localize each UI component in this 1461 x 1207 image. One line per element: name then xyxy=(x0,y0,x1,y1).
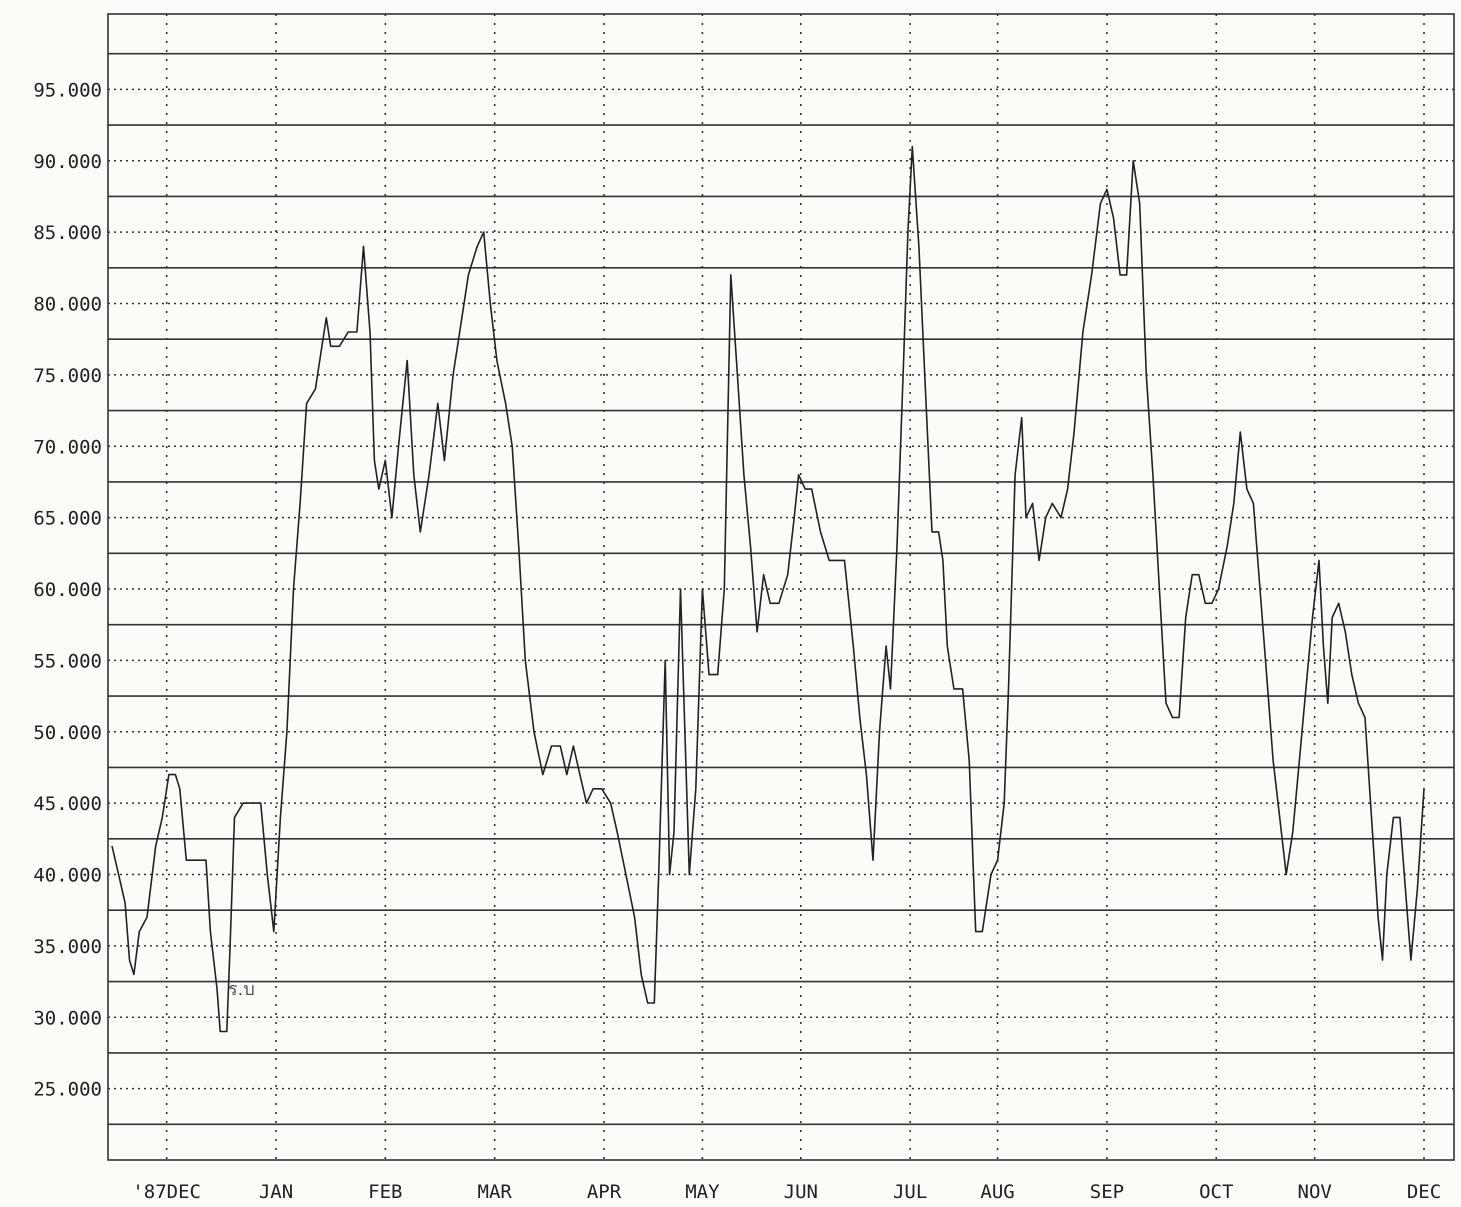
x-axis-ticks: '87DEC JAN FEB MAR APR MAY JUN JUL AUG SEP OCT NOV D… xyxy=(132,1181,1441,1203)
series-line xyxy=(111,145,1425,1033)
x-tick-label: MAR xyxy=(478,1181,513,1203)
y-tick-label: 50.000 xyxy=(33,722,102,744)
y-axis-ticks: 25.000 30.000 35.000 40.000 45.000 50.000 55.0… xyxy=(33,79,102,1100)
y-tick-label: 25.000 xyxy=(33,1079,102,1101)
y-tick-label: 90.000 xyxy=(33,151,102,173)
x-tick-label: '87DEC xyxy=(132,1181,201,1203)
x-tick-label: APR xyxy=(587,1181,622,1203)
plot-frame xyxy=(107,13,1455,1161)
y-tick-label: 35.000 xyxy=(33,936,102,958)
x-tick-label: NOV xyxy=(1298,1181,1332,1203)
y-tick-label: 70.000 xyxy=(33,436,102,458)
y-tick-label: 80.000 xyxy=(33,294,102,316)
y-tick-label: 55.000 xyxy=(33,650,102,672)
x-tick-label: FEB xyxy=(368,1181,402,1203)
x-tick-label: JUN xyxy=(784,1181,818,1203)
y-tick-label: 65.000 xyxy=(33,508,102,530)
y-tick-label: 85.000 xyxy=(33,222,102,244)
y-tick-label: 75.000 xyxy=(33,365,102,387)
x-tick-label: DEC xyxy=(1407,1181,1441,1203)
y-tick-label: 95.000 xyxy=(33,79,102,101)
x-tick-label: OCT xyxy=(1199,1181,1233,1203)
x-tick-label: AUG xyxy=(980,1181,1014,1203)
y-tick-label: 60.000 xyxy=(33,579,102,601)
y-tick-label: 45.000 xyxy=(33,793,102,815)
x-tick-label: JUL xyxy=(893,1181,927,1203)
x-tick-label: JAN xyxy=(259,1181,293,1203)
y-tick-label: 30.000 xyxy=(33,1007,102,1029)
y-tick-label: 40.000 xyxy=(33,865,102,887)
x-tick-label: MAY xyxy=(685,1181,720,1203)
gridlines xyxy=(108,14,1454,1160)
handwritten-annotation: ร.บ xyxy=(228,979,255,1000)
x-tick-label: SEP xyxy=(1090,1181,1124,1203)
